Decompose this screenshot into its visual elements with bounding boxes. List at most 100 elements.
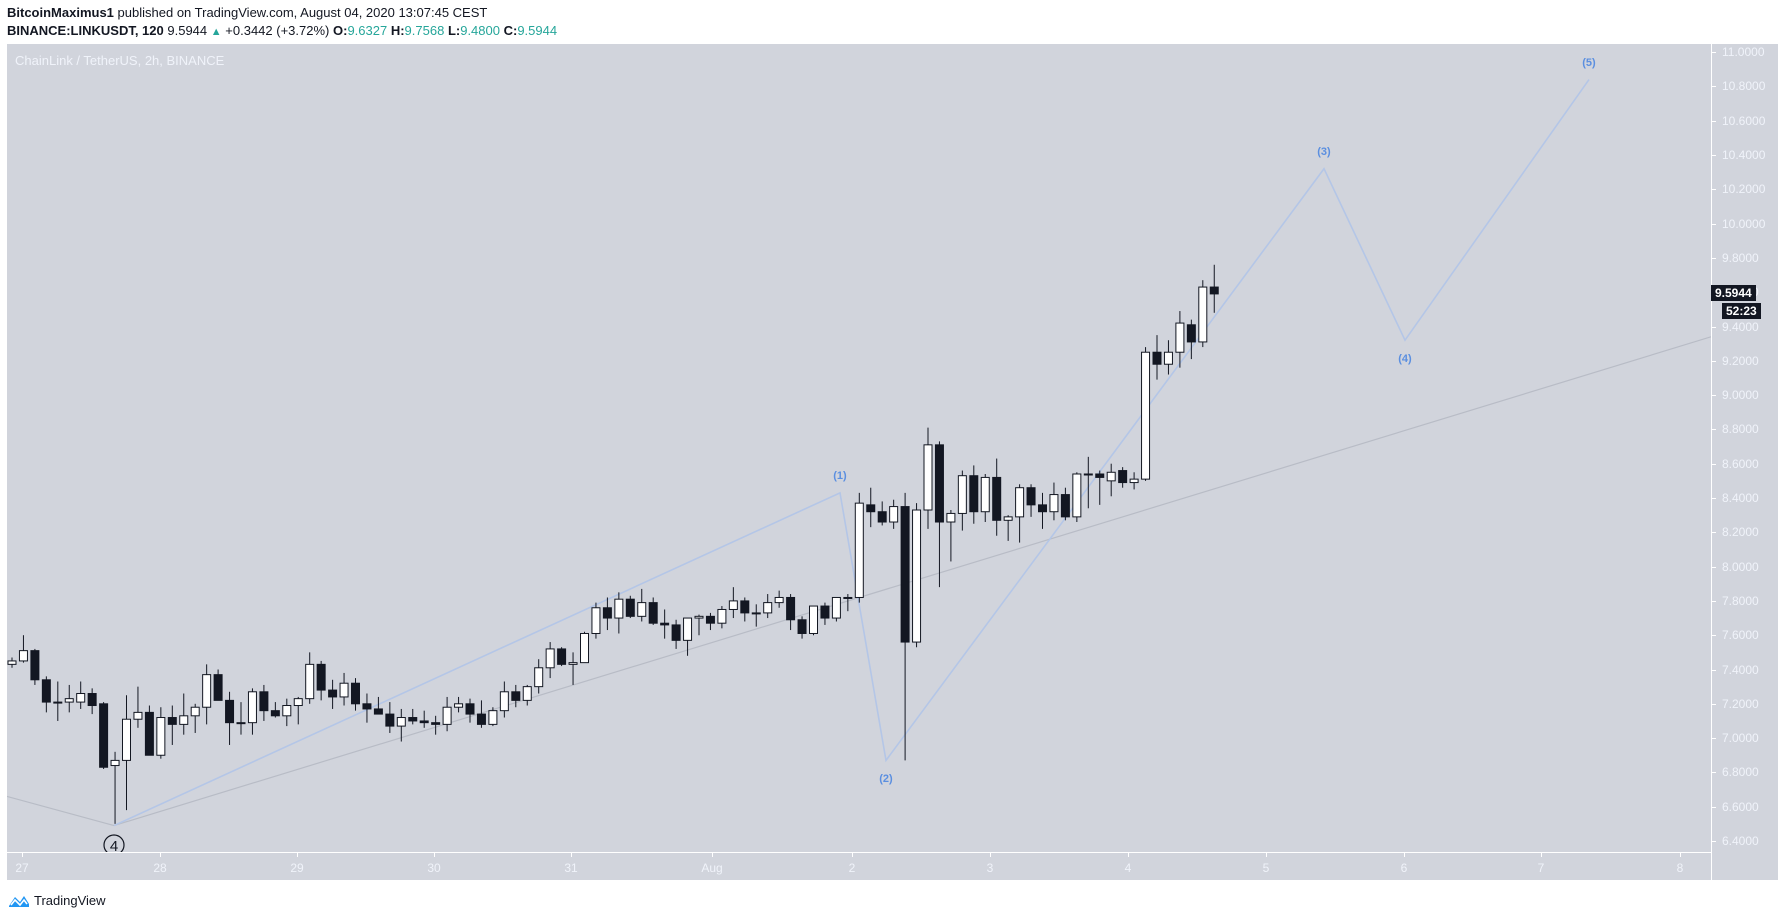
candle: [1038, 504, 1047, 513]
time-tick: [571, 852, 572, 857]
candle: [992, 476, 1002, 521]
price-tick: [1711, 498, 1716, 499]
bar-countdown-tag: 52:23: [1722, 303, 1761, 320]
time-axis-label: 3: [986, 861, 994, 875]
circled-wave-label: [103, 834, 125, 852]
candle: [259, 691, 269, 712]
candle: [980, 476, 990, 513]
candle: [751, 612, 761, 615]
low-value: 9.4800: [460, 23, 500, 38]
candle: [877, 511, 887, 523]
candle: [969, 475, 979, 513]
time-tick: [1128, 852, 1129, 857]
price-tick: [1711, 326, 1716, 328]
price-axis-label: 7.2000: [1722, 696, 1759, 711]
candle: [912, 509, 922, 643]
candle: [431, 722, 441, 725]
candle: [225, 699, 235, 724]
time-axis-label: 4: [1124, 861, 1132, 875]
price-axis-label: 10.0000: [1722, 216, 1766, 231]
high-value: 9.7568: [404, 23, 445, 38]
price-change: +0.3442 (+3.72%): [225, 23, 330, 38]
time-axis-label: 5: [1262, 861, 1270, 875]
candle: [499, 691, 509, 712]
price-tick: [1711, 429, 1716, 431]
price-tick: [1711, 772, 1716, 774]
price-tick: [1711, 703, 1716, 705]
time-tick: [852, 852, 853, 857]
candle: [511, 691, 521, 701]
candle: [351, 682, 360, 705]
time-axis-label: Aug: [701, 861, 723, 875]
time-axis-label: 31: [564, 861, 578, 875]
time-axis-label: 2: [848, 861, 856, 875]
candle: [87, 693, 97, 707]
time-axis-label: 8: [1676, 861, 1684, 875]
price-tick: [1711, 463, 1716, 465]
price-axis-label: 8.6000: [1722, 456, 1759, 471]
price-tick: [1711, 257, 1716, 259]
candle: [1152, 351, 1162, 365]
price-axis[interactable]: [1711, 44, 1778, 880]
candle: [247, 691, 257, 724]
candle: [1083, 473, 1093, 476]
time-tick: [712, 852, 713, 857]
candle: [488, 710, 498, 725]
high-label: H:: [390, 23, 405, 38]
candle: [122, 718, 131, 761]
price-axis-label: 9.2000: [1722, 353, 1759, 368]
price-axis-label: 7.0000: [1722, 731, 1759, 746]
price-axis-label: 9.0000: [1722, 388, 1759, 403]
candle: [946, 512, 956, 523]
candle: [774, 596, 784, 604]
price-axis-label: 6.4000: [1722, 834, 1759, 848]
price-axis-label: 7.4000: [1722, 662, 1759, 677]
candle: [591, 607, 601, 634]
time-tick: [434, 852, 435, 857]
time-tick: [1404, 852, 1405, 857]
svg-text:4: 4: [110, 838, 118, 855]
candle: [476, 713, 486, 725]
time-tick: [1541, 852, 1542, 857]
footer-brand[interactable]: TradingView: [8, 892, 106, 908]
candle: [1106, 471, 1116, 482]
candle: [786, 596, 796, 621]
time-axis[interactable]: [7, 852, 1711, 880]
price-axis-label: 6.8000: [1722, 765, 1759, 780]
candle: [76, 693, 86, 703]
candle: [270, 710, 280, 717]
wave-label: (5): [1582, 56, 1596, 69]
time-axis-label: 29: [290, 861, 304, 875]
price-tick: [1711, 155, 1716, 156]
candle: [763, 602, 773, 614]
time-axis-label: 28: [153, 861, 167, 875]
candle: [236, 722, 246, 725]
price-axis-label: 8.0000: [1722, 559, 1759, 574]
elliott-wave-path: [113, 79, 1590, 827]
price-tick: [1711, 600, 1716, 602]
time-axis-label: 7: [1537, 861, 1545, 875]
author-name[interactable]: BitcoinMaximus1: [7, 5, 114, 20]
price-tick: [1711, 669, 1716, 671]
candle: [705, 615, 715, 624]
candle: [637, 602, 647, 617]
price-tick: [1711, 189, 1716, 191]
publish-info: BitcoinMaximus1 published on TradingView…: [7, 5, 487, 20]
candle: [923, 444, 933, 511]
candle: [820, 605, 830, 619]
candle: [866, 504, 876, 513]
candle: [740, 600, 750, 614]
low-label: L:: [447, 23, 461, 38]
candle: [328, 689, 338, 698]
candle: [683, 617, 693, 641]
time-tick: [160, 852, 161, 857]
wave-label: (1): [833, 469, 847, 482]
candle: [99, 703, 109, 768]
candle: [889, 506, 899, 523]
time-axis-label: 6: [1400, 861, 1408, 875]
price-axis-label: 6.6000: [1722, 799, 1759, 814]
symbol-info: BINANCE:LINKUSDT, 120 9.5944 ▲ +0.3442 (…: [7, 23, 557, 38]
candle: [534, 667, 544, 688]
chart-pane[interactable]: [7, 44, 1711, 852]
